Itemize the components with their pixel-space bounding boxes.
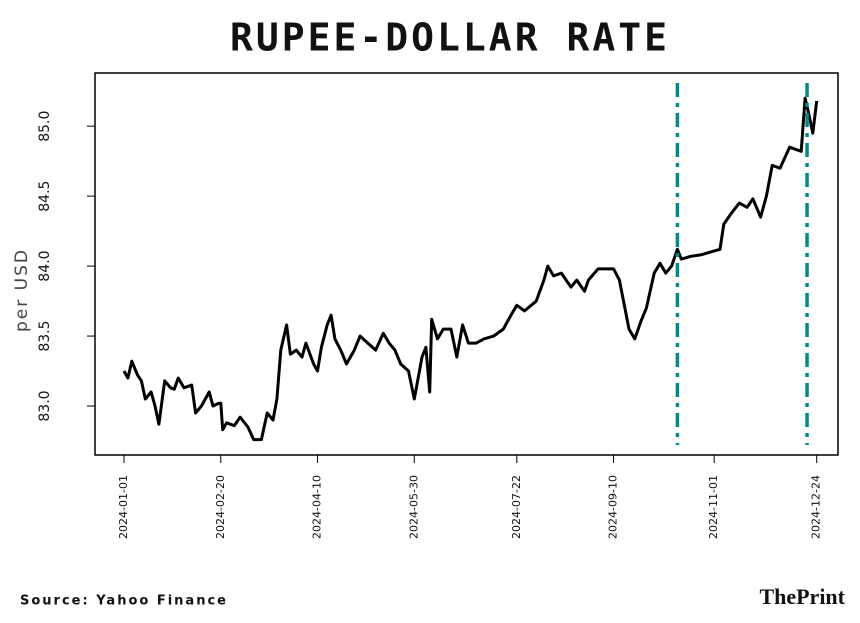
y-tick-label: 83.0 <box>37 390 53 421</box>
y-tick-label: 84.5 <box>37 181 53 212</box>
x-tick-label: 2024-01-01 <box>117 475 130 539</box>
y-tick-label: 83.5 <box>37 320 53 351</box>
x-tick-label: 2024-05-30 <box>407 475 420 539</box>
x-tick-label: 2024-07-22 <box>510 475 523 539</box>
y-tick-label: 84.0 <box>37 251 53 282</box>
x-tick-label: 2024-11-01 <box>707 475 720 539</box>
source: Source: Yahoo Finance <box>20 594 228 609</box>
x-tick-label: 2024-09-10 <box>607 475 620 539</box>
x-tick-label: 2024-04-10 <box>311 475 324 539</box>
x-tick-label: 2024-12-24 <box>810 475 823 539</box>
y-axis-label: per USD <box>12 248 32 332</box>
rate-line <box>122 96 819 442</box>
y-tick-label: 85.0 <box>37 111 53 142</box>
x-tick-label: 2024-02-20 <box>214 475 227 539</box>
plot-frame <box>94 72 839 456</box>
brand-logo: ThePrint <box>759 584 845 609</box>
chart-title: RUPEE-DOLLAR RATE <box>230 16 670 60</box>
